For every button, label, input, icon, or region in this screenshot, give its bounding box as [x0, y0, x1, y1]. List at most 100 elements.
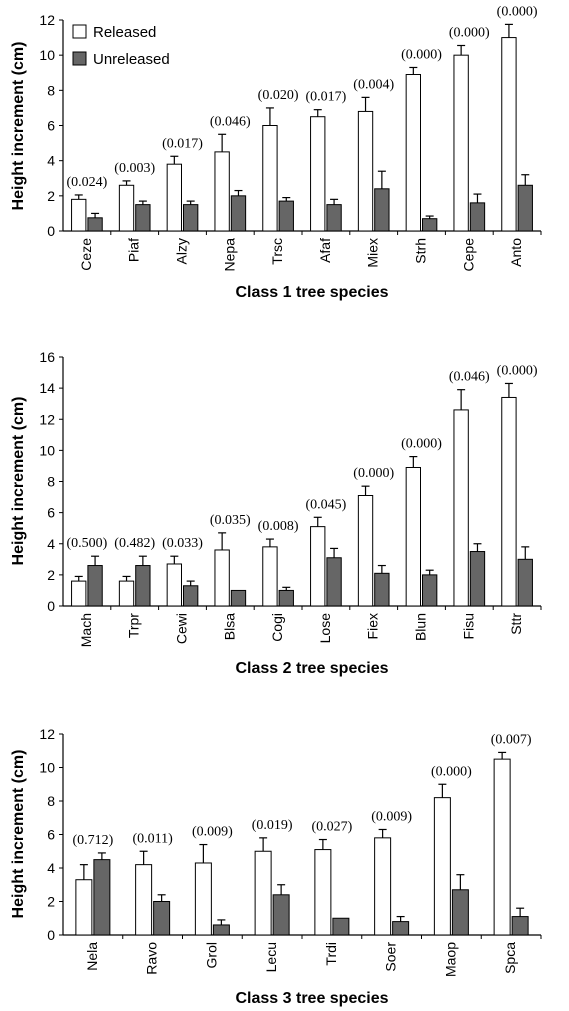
bar-released: [75, 879, 93, 936]
y-tick-label: 14: [39, 380, 55, 396]
p-value-label: (0.020): [258, 88, 299, 103]
y-tick-label: 0: [47, 927, 55, 943]
x-tick-label: Blun: [413, 613, 429, 641]
bar-unreleased: [469, 202, 486, 232]
bar-unreleased: [183, 204, 199, 232]
p-value-label: (0.024): [66, 175, 107, 190]
x-tick-label: Alzy: [174, 238, 190, 264]
chart-panel-1: 0 2 4 6 8 10 12 Height increment (cm) Class 1 tr…: [10, 4, 542, 301]
p-value-label: (0.712): [72, 833, 113, 848]
y-tick-label: 0: [47, 223, 55, 239]
x-tick-label: Grol: [203, 942, 219, 968]
bar-unreleased: [87, 565, 103, 607]
x-tick-label: Trsc: [269, 238, 285, 265]
p-value-label: (0.046): [210, 114, 251, 129]
bar-released: [214, 549, 230, 607]
legend: Released Unreleased: [72, 24, 170, 68]
y-tick-label: 12: [39, 411, 55, 427]
bar-released: [214, 151, 230, 232]
y-tick-label: 4: [47, 153, 55, 169]
bar-released: [254, 850, 272, 936]
bar-unreleased: [93, 859, 111, 936]
x-tick-label: Cogi: [269, 613, 285, 642]
y-axis-label: Height increment (cm): [10, 750, 27, 919]
bar-released: [405, 74, 422, 232]
bar-released: [374, 837, 392, 936]
bar-unreleased: [332, 917, 350, 936]
x-tick-label: Miex: [365, 238, 381, 268]
legend-swatch-unreleased: [72, 51, 87, 66]
p-value-label: (0.003): [114, 161, 155, 176]
p-value-label: (0.500): [66, 536, 107, 551]
x-tick-label: Soer: [383, 942, 399, 972]
x-tick-label: Cewi: [174, 613, 190, 644]
legend-label-released: Released: [93, 24, 156, 41]
x-tick-label: Sttr: [508, 613, 524, 635]
bar-unreleased: [278, 200, 294, 232]
p-value-label: (0.033): [162, 536, 203, 551]
p-value-label: (0.046): [449, 370, 490, 385]
y-tick-label: 2: [47, 567, 55, 583]
y-axis-label: Height increment (cm): [10, 42, 27, 211]
p-value-label: (0.004): [353, 77, 394, 92]
x-tick-label: Maop: [442, 942, 458, 977]
x-tick-label: Blsa: [221, 613, 237, 640]
bar-released: [314, 849, 332, 936]
x-tick-label: Fiex: [365, 613, 381, 639]
y-tick-label: 8: [47, 793, 55, 809]
x-tick-label: Ravo: [144, 942, 160, 975]
y-tick-label: 16: [39, 349, 55, 365]
y-tick-label: 10: [39, 760, 55, 776]
bar-unreleased: [451, 889, 469, 936]
p-value-label: (0.017): [162, 136, 203, 151]
x-tick-label: Afaf: [317, 238, 333, 263]
bar-released: [118, 580, 135, 607]
bar-released: [405, 466, 422, 607]
bar-released: [501, 37, 517, 232]
p-value-label: (0.000): [497, 4, 538, 19]
y-tick-label: 12: [39, 12, 55, 28]
bar-released: [310, 116, 326, 232]
chart-panel-2: 0 2 4 6 8 10 12 14 16 Height increment (cm) Class …: [10, 349, 542, 677]
x-axis-label: Class 2 tree species: [236, 660, 389, 677]
p-value-label: (0.017): [305, 90, 346, 105]
bar-unreleased: [517, 558, 533, 607]
p-value-label: (0.045): [305, 497, 346, 512]
p-value-label: (0.007): [491, 732, 532, 747]
bar-unreleased: [422, 218, 438, 232]
x-tick-label: Trdi: [323, 942, 339, 966]
bar-released: [453, 409, 469, 607]
bar-released: [357, 495, 374, 607]
p-value-label: (0.035): [210, 513, 251, 528]
bar-unreleased: [469, 551, 486, 607]
bar-unreleased: [392, 921, 410, 936]
y-tick-label: 6: [47, 118, 55, 134]
x-tick-label: Nepa: [221, 238, 237, 272]
p-value-label: (0.009): [192, 825, 233, 840]
x-tick-label: Spca: [502, 942, 518, 974]
y-tick-label: 4: [47, 860, 55, 876]
y-tick-label: 10: [39, 47, 55, 63]
bar-unreleased: [422, 574, 438, 607]
bar-unreleased: [212, 924, 230, 936]
bar-unreleased: [374, 188, 390, 232]
y-tick-label: 8: [47, 82, 55, 98]
p-value-label: (0.000): [449, 25, 490, 40]
x-tick-label: Strh: [413, 238, 429, 264]
x-tick-label: Fisu: [460, 613, 476, 639]
bar-released: [71, 198, 87, 232]
p-value-label: (0.000): [431, 764, 472, 779]
bar-released: [310, 526, 326, 607]
bar-released: [262, 546, 278, 607]
y-tick-label: 4: [47, 536, 55, 552]
bar-released: [262, 125, 278, 232]
bar-unreleased: [272, 894, 290, 936]
bar-unreleased: [153, 901, 171, 936]
p-value-label: (0.482): [114, 536, 155, 551]
x-tick-label: Mach: [78, 613, 94, 647]
bar-released: [357, 110, 374, 232]
x-tick-label: Lecu: [263, 942, 279, 972]
x-tick-label: Trpr: [126, 613, 142, 638]
bar-unreleased: [87, 217, 103, 232]
p-value-label: (0.019): [252, 818, 293, 833]
